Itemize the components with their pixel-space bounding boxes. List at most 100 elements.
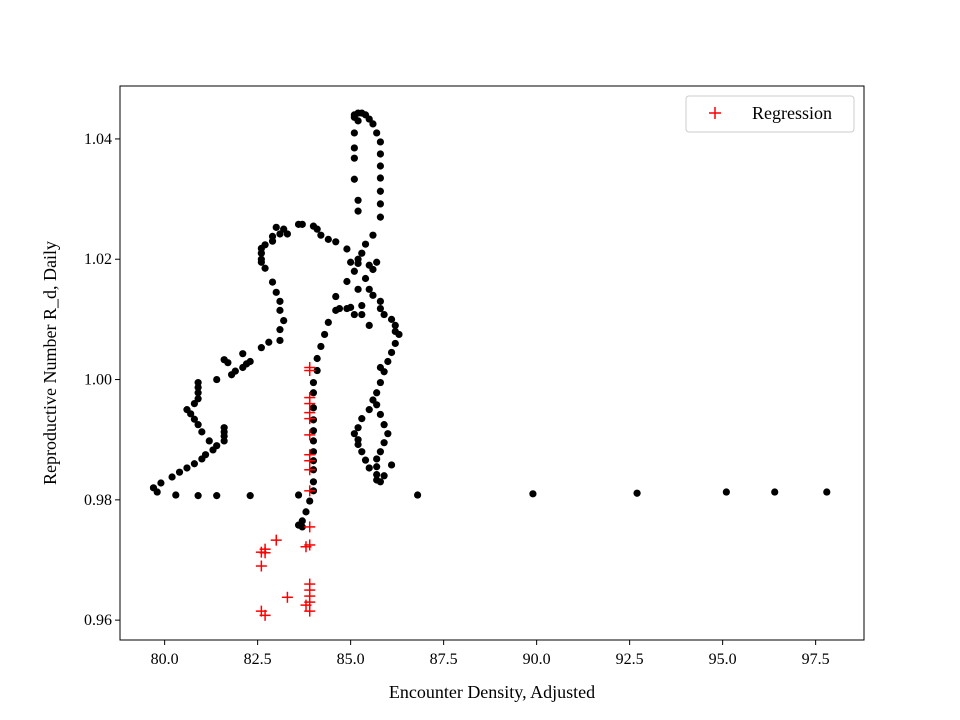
- y-axis-label: Reproductive Number R_d, Daily: [40, 241, 60, 485]
- y-tick-label: 0.96: [84, 612, 112, 629]
- observed-point: [183, 464, 191, 472]
- y-tick-label: 1.04: [84, 131, 112, 148]
- observed-point: [387, 348, 396, 357]
- legend-frame: [685, 95, 855, 133]
- observed-point: [347, 258, 355, 266]
- observed-point: [380, 310, 388, 319]
- observed-point: [376, 363, 384, 372]
- observed-point: [387, 461, 396, 469]
- observed-point: [201, 451, 210, 459]
- observed-point: [376, 187, 384, 195]
- x-tick-label: 95.0: [709, 651, 737, 668]
- observed-point: [309, 427, 318, 435]
- observed-point: [395, 330, 403, 339]
- observed-point: [373, 463, 381, 471]
- observed-point: [391, 321, 399, 330]
- observed-point: [376, 162, 384, 170]
- observed-point: [373, 455, 381, 463]
- observed-point: [272, 223, 280, 231]
- observed-point: [343, 277, 351, 286]
- observed-point: [324, 318, 332, 326]
- observed-point: [239, 350, 247, 358]
- observed-point: [257, 258, 265, 266]
- observed-point: [194, 492, 202, 500]
- observed-point: [369, 120, 377, 128]
- observed-point: [213, 442, 221, 450]
- observed-point: [771, 488, 779, 496]
- observed-point: [376, 378, 384, 387]
- observed-point: [309, 437, 318, 445]
- observed-point: [529, 490, 537, 498]
- observed-point: [309, 416, 318, 424]
- observed-point: [350, 129, 358, 137]
- observed-point: [265, 338, 273, 346]
- observed-point: [369, 265, 377, 274]
- observed-point: [350, 154, 358, 162]
- regression-point: [304, 485, 316, 497]
- observed-point: [722, 488, 730, 496]
- x-tick-label: 97.5: [802, 651, 830, 668]
- observed-point: [369, 291, 377, 299]
- observed-point: [373, 258, 381, 266]
- observed-point: [309, 404, 318, 412]
- observed-point: [369, 231, 377, 239]
- observed-point: [194, 378, 202, 387]
- observed-point: [350, 175, 358, 183]
- plot-frame: [119, 85, 865, 641]
- y-tick-label: 1.02: [84, 251, 112, 268]
- observed-point: [294, 491, 303, 499]
- observed-point: [380, 421, 388, 429]
- observed-point: [343, 245, 351, 253]
- observed-point: [376, 410, 384, 419]
- y-tick-label: 0.98: [84, 492, 112, 509]
- x-tick-label: 80.0: [151, 651, 179, 668]
- observed-point: [373, 470, 381, 479]
- observed-point: [213, 492, 221, 500]
- observed-point: [350, 310, 358, 319]
- observed-point: [198, 428, 206, 436]
- regression-point: [304, 605, 316, 617]
- observed-point: [317, 231, 325, 239]
- regression-point: [304, 429, 316, 441]
- observed-point: [257, 249, 265, 257]
- observed-point: [268, 232, 277, 240]
- data-points: [149, 109, 831, 621]
- observed-point: [309, 448, 318, 456]
- observed-point: [313, 366, 321, 375]
- observed-point: [276, 306, 284, 314]
- observed-point: [313, 225, 321, 233]
- observed-point: [376, 174, 384, 182]
- y-tick-label: 1.00: [84, 372, 112, 389]
- observed-point: [257, 344, 265, 352]
- observed-point: [190, 460, 198, 468]
- observed-point: [261, 264, 269, 272]
- observed-point: [246, 357, 254, 366]
- legend-label-regression: Regression: [752, 103, 832, 123]
- observed-point: [309, 389, 318, 397]
- observed-point: [387, 315, 396, 323]
- regression-point: [255, 560, 267, 572]
- regression-point: [304, 413, 316, 425]
- observed-point: [365, 285, 373, 293]
- observed-point: [358, 310, 366, 319]
- x-tick-label: 85.0: [337, 651, 365, 668]
- observed-point: [358, 301, 366, 310]
- legend-marker-regression: [709, 107, 721, 119]
- observed-point: [261, 241, 269, 249]
- observed-point: [376, 138, 384, 146]
- observed-point: [332, 292, 340, 301]
- observed-point: [376, 448, 384, 456]
- observed-point: [332, 306, 340, 314]
- observed-point: [380, 439, 388, 447]
- observed-point: [365, 321, 373, 330]
- observed-point: [231, 367, 239, 375]
- observed-point: [358, 415, 366, 423]
- observed-point: [358, 249, 366, 257]
- regression-point: [281, 591, 293, 603]
- x-tick-label: 87.5: [430, 651, 458, 668]
- regression-point: [304, 521, 316, 533]
- observed-point: [376, 478, 384, 486]
- regression-point: [304, 365, 316, 377]
- observed-point: [268, 278, 277, 286]
